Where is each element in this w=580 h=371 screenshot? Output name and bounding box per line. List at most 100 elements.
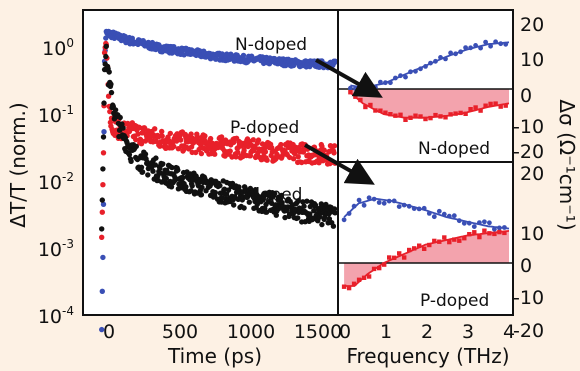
point — [175, 167, 181, 173]
real-point — [341, 217, 347, 223]
imag-point — [371, 266, 377, 272]
real-point — [466, 220, 472, 226]
real-point — [428, 60, 433, 66]
real-point — [461, 220, 467, 226]
real-point — [418, 66, 423, 72]
imag-point — [378, 108, 383, 113]
point — [101, 129, 107, 135]
imag-point — [348, 90, 353, 95]
imag-point — [438, 114, 443, 119]
point — [99, 226, 105, 232]
point — [231, 202, 237, 208]
imag-point — [422, 246, 427, 251]
real-point — [401, 202, 407, 208]
imag-point — [472, 230, 477, 235]
point — [290, 156, 297, 162]
f-tick-1: 1 — [380, 321, 392, 343]
point — [219, 51, 225, 57]
point — [207, 135, 214, 142]
imag-point — [417, 243, 422, 248]
real-point — [493, 39, 498, 45]
real-point — [406, 203, 412, 209]
real-point — [348, 85, 353, 91]
point — [250, 137, 256, 143]
real-point — [451, 213, 457, 219]
point — [295, 198, 301, 204]
real-point — [373, 84, 378, 90]
real-point — [492, 226, 497, 232]
point — [199, 184, 205, 191]
real-point — [438, 55, 443, 60]
imag-point — [433, 112, 438, 118]
point — [300, 199, 306, 205]
x-tick-1000: 1000 — [227, 321, 275, 343]
real-point — [346, 211, 352, 216]
point — [133, 143, 139, 150]
point — [331, 150, 337, 156]
real-point — [443, 56, 448, 62]
real-point — [483, 39, 488, 45]
imag-point — [488, 101, 493, 107]
point — [225, 187, 232, 193]
imag-point — [428, 115, 433, 121]
point — [304, 198, 310, 204]
point — [240, 52, 247, 59]
point — [100, 182, 106, 188]
imag-point — [341, 284, 347, 289]
point — [330, 223, 337, 229]
real-point — [441, 211, 447, 217]
point — [327, 143, 334, 149]
point — [273, 212, 279, 218]
real-point — [351, 203, 357, 209]
point — [235, 149, 241, 155]
x-tick-0: 0 — [103, 321, 115, 343]
point — [212, 151, 218, 157]
point — [262, 149, 269, 155]
point — [299, 159, 305, 166]
point — [241, 205, 247, 211]
imag-point — [497, 229, 502, 235]
p-doped-panel-label: P-doped — [420, 291, 489, 311]
imag-point — [363, 104, 368, 110]
n-y-tick-neg20: -20 — [513, 141, 544, 163]
point — [150, 168, 156, 174]
point — [99, 288, 106, 294]
real-point — [388, 80, 393, 86]
point — [256, 194, 263, 200]
freq-x-ticks: 0 1 2 3 4 — [339, 321, 515, 343]
real-point — [431, 214, 437, 220]
imag-point — [412, 246, 417, 251]
point — [188, 131, 194, 137]
point — [142, 151, 149, 157]
point — [128, 158, 134, 164]
real-point — [446, 213, 452, 219]
imag-point — [432, 238, 437, 244]
point — [263, 209, 270, 215]
imag-point — [388, 112, 393, 117]
conductivity-y-label: Δσ (Ω⁻¹cm⁻¹) — [555, 99, 579, 230]
point — [269, 200, 275, 206]
decay-x-ticks: 0 500 1000 1500 — [103, 321, 342, 343]
y-tick-10-neg3: 10-3 — [38, 237, 74, 261]
real-point — [482, 219, 487, 225]
imag-point — [448, 112, 453, 117]
imag-point — [492, 231, 497, 237]
real-point — [477, 220, 482, 226]
real-point — [421, 205, 427, 211]
imag-point — [503, 103, 508, 108]
point — [100, 134, 107, 140]
imag-point — [477, 234, 482, 240]
arrow-n-doped — [315, 58, 383, 98]
imag-point — [457, 238, 462, 243]
decay-y-label: ΔT/T (norm.) — [6, 102, 30, 227]
series-n-doped — [99, 28, 338, 333]
imag-point — [498, 104, 503, 109]
point — [222, 191, 229, 197]
point — [133, 136, 139, 143]
real-point — [391, 198, 397, 204]
p-y-tick-0: 0 — [520, 255, 532, 277]
imag-point — [442, 235, 447, 240]
point — [100, 166, 106, 172]
real-fit-line — [343, 197, 510, 230]
imag-point — [403, 117, 408, 122]
